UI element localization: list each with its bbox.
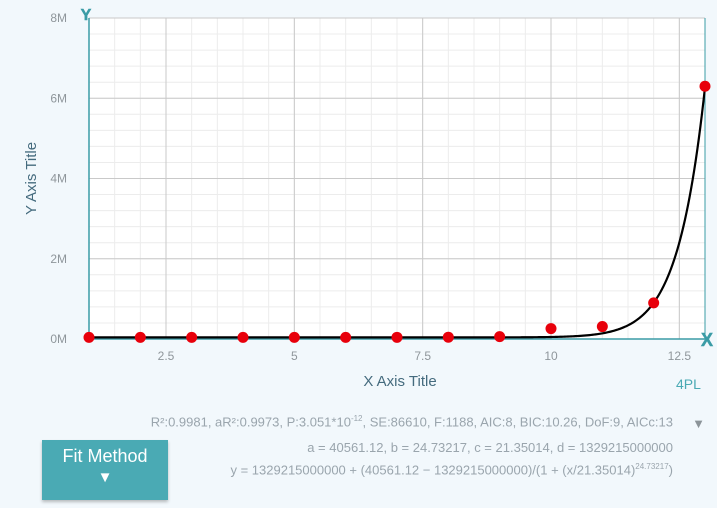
data-point [545,323,557,335]
data-point [596,321,608,333]
fit-method-label: Fit Method [62,446,148,466]
data-point [186,331,198,343]
y-axis-end-icon: Y [81,7,92,24]
fit-statistics: R²:0.9981, aR²:0.9973, P:3.051*10-12, SE… [151,414,673,429]
y-tick-label: 6M [50,91,67,105]
fit-method-button[interactable]: Fit Method ▼ [42,440,168,500]
y-tick-label: 8M [50,11,67,25]
y-axis-title: Y Axis Title [23,142,40,215]
model-label: 4PL [676,376,701,392]
data-point [134,331,146,343]
axis-titles: X Axis Title Y Axis Title [23,142,437,390]
fit-statistics-text-rest: , SE:86610, F:1188, AIC:8, BIC:10.26, Do… [362,414,674,430]
major-gridlines [89,17,705,340]
fit-equation-close: ) [668,462,673,478]
tick-labels: 2.5 5 7.5 10 12.5 0M 2M 4M 6M 8M [50,11,691,363]
data-point [237,331,249,343]
x-tick-label: 7.5 [414,349,431,363]
chart: 2.5 5 7.5 10 12.5 0M 2M 4M 6M 8M X Axis Title Y Ax… [23,7,713,390]
data-point [391,331,403,343]
data-point [699,80,711,92]
data-points [83,80,711,343]
fit-statistics-text: R²:0.9981, aR²:0.9973, P:3.051*10 [150,414,351,430]
data-point [340,331,352,343]
x-tick-label: 12.5 [668,349,692,363]
fit-equation: y = 1329215000000 + (40561.12 − 13292150… [230,462,673,477]
x-axis-title: X Axis Title [363,373,436,390]
data-point [442,331,454,343]
fit-equation-exponent: 24.73217 [635,462,669,471]
x-axis-end-icon: X [701,330,713,350]
x-tick-label: 2.5 [158,349,175,363]
x-tick-label: 5 [291,349,298,363]
chevron-down-icon: ▼ [97,469,113,486]
fit-parameters: a = 40561.12, b = 24.73217, c = 21.35014… [307,440,673,455]
data-point [648,297,660,309]
p-value-exponent: -12 [350,414,363,423]
data-point [83,331,95,343]
triangle-down-icon[interactable]: ▼ [692,416,705,431]
y-tick-label: 0M [50,332,67,346]
fit-equation-text: y = 1329215000000 + (40561.12 − 13292150… [230,462,636,478]
y-tick-label: 2M [50,252,67,266]
data-point [288,331,300,343]
x-tick-label: 10 [544,349,558,363]
y-tick-label: 4M [50,172,67,186]
axis-end-markers: YX [80,7,713,351]
data-point [494,331,506,343]
